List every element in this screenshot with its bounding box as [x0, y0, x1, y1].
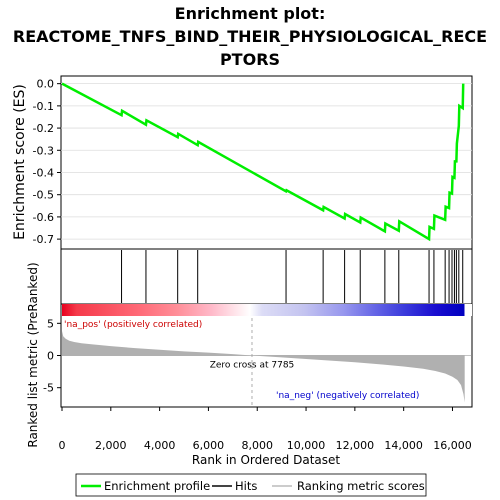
x-tick-label: 14,000: [384, 439, 423, 452]
x-tick-label: 10,000: [287, 439, 326, 452]
es-y-axis: 0.0 -0.1 -0.2 -0.3 -0.4 -0.5 -0.6 -0.7: [33, 78, 61, 246]
x-tick-label: 4,000: [144, 439, 176, 452]
positive-correlation-label: 'na_pos' (positively correlated): [64, 320, 202, 330]
es-panel: [60, 75, 473, 250]
legend-label-ranking-metric: Ranking metric scores: [297, 479, 425, 493]
hits-panel: [60, 248, 473, 305]
metric-tick-label: 5: [47, 317, 54, 330]
es-tick-label: 0.0: [37, 78, 55, 91]
legend-label-hits: Hits: [235, 479, 257, 493]
x-tick-label: 6,000: [193, 439, 225, 452]
hit-markers: [121, 250, 464, 303]
metric-y-axis: 5 0 -5: [43, 317, 61, 395]
es-tick-label: -0.5: [33, 189, 54, 202]
es-tick-label: -0.3: [33, 144, 54, 157]
rank-color-bar: [62, 304, 472, 316]
es-tick-label: -0.7: [33, 233, 54, 246]
legend: [75, 473, 427, 497]
x-tick-label: 16,000: [433, 439, 472, 452]
legend-label-enrichment-profile: Enrichment profile: [104, 479, 210, 493]
x-tick-label: 12,000: [336, 439, 375, 452]
metric-tick-label: 0: [47, 350, 54, 363]
es-gridlines: [61, 83, 472, 240]
x-axis-title: Rank in Ordered Dataset: [192, 453, 340, 467]
metric-y-axis-title: Ranked list metric (PreRanked): [26, 262, 40, 447]
es-y-axis-title: Enrichment score (ES): [12, 84, 28, 240]
negative-correlation-label: 'na_neg' (negatively correlated): [276, 391, 419, 401]
es-tick-label: -0.4: [33, 166, 54, 179]
es-tick-label: -0.2: [33, 122, 54, 135]
x-axis: 0 2,000 4,000 6,000 8,000 10,000 12,000 14,000 1…: [59, 407, 472, 452]
chart-title-line-2: REACTOME_TNFS_BIND_THEIR_PHYSIOLOGICAL_R…: [13, 27, 487, 46]
chart-title-line-1: Enrichment plot:: [175, 4, 326, 23]
es-tick-label: -0.1: [33, 100, 54, 113]
x-tick-label: 0: [59, 439, 66, 452]
chart-title-line-3: PTORS: [220, 50, 280, 69]
x-tick-label: 2,000: [95, 439, 127, 452]
enrichment-profile-line: [61, 82, 465, 242]
zero-cross-label: Zero cross at 7785: [210, 361, 295, 371]
x-tick-label: 8,000: [241, 439, 273, 452]
es-tick-label: -0.6: [33, 211, 54, 224]
metric-tick-label: -5: [43, 382, 54, 395]
